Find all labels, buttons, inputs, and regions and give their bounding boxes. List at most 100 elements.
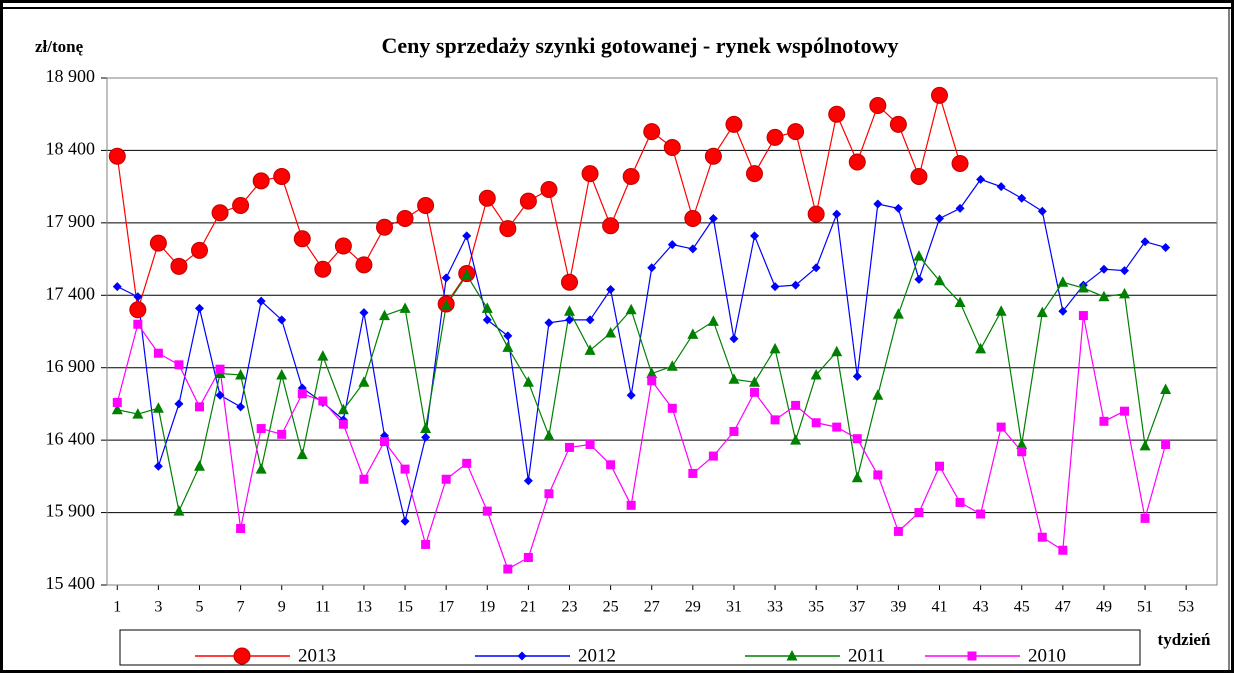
- marker: [195, 303, 204, 313]
- marker: [1058, 545, 1068, 555]
- marker: [256, 296, 266, 306]
- legend-label: 2012: [578, 645, 616, 666]
- marker: [770, 282, 780, 292]
- legend-label: 2013: [298, 645, 336, 666]
- marker: [873, 199, 883, 209]
- marker: [851, 471, 863, 483]
- x-tick-label: 21: [520, 599, 536, 616]
- marker: [277, 315, 287, 325]
- marker: [461, 269, 473, 280]
- marker: [750, 231, 759, 241]
- marker: [478, 189, 496, 207]
- marker: [174, 360, 184, 370]
- marker: [379, 309, 390, 321]
- x-tick-label: 35: [808, 599, 824, 616]
- x-tick-label: 29: [685, 599, 701, 616]
- marker: [667, 403, 677, 413]
- marker: [153, 348, 163, 358]
- x-tick-label: 11: [315, 599, 330, 616]
- marker: [584, 344, 596, 355]
- marker: [581, 165, 599, 183]
- marker: [976, 509, 986, 519]
- marker: [666, 360, 678, 371]
- marker: [1058, 306, 1068, 316]
- marker: [297, 389, 307, 399]
- x-tick-label: 41: [932, 599, 948, 616]
- marker: [913, 250, 925, 261]
- marker: [667, 240, 677, 250]
- marker: [355, 256, 373, 274]
- marker: [255, 463, 267, 474]
- marker: [565, 315, 574, 325]
- legend-marker: [517, 651, 527, 661]
- marker: [749, 376, 760, 387]
- marker: [1057, 276, 1069, 287]
- marker: [400, 464, 410, 474]
- marker: [585, 439, 595, 449]
- marker: [1077, 282, 1089, 293]
- marker: [1139, 439, 1151, 451]
- marker: [112, 397, 122, 407]
- marker: [174, 399, 184, 409]
- marker: [729, 334, 739, 344]
- marker: [602, 217, 620, 235]
- marker: [149, 234, 167, 252]
- x-tick-label: 33: [767, 599, 783, 616]
- marker: [236, 402, 246, 412]
- marker: [396, 210, 414, 228]
- series-line: [117, 178, 1166, 522]
- marker: [441, 474, 451, 484]
- marker: [540, 181, 558, 199]
- marker: [376, 218, 393, 236]
- x-tick-label: 1: [113, 599, 121, 616]
- marker: [725, 115, 743, 133]
- series-line: [117, 254, 1167, 514]
- marker: [544, 489, 554, 499]
- marker: [872, 389, 884, 400]
- marker: [317, 350, 329, 361]
- marker: [1017, 447, 1027, 457]
- marker: [626, 390, 636, 400]
- marker: [421, 539, 431, 549]
- marker: [462, 458, 472, 468]
- marker: [503, 564, 513, 574]
- marker: [1037, 206, 1047, 216]
- marker: [1120, 406, 1129, 416]
- marker: [482, 315, 492, 325]
- x-tick-label: 31: [726, 599, 742, 616]
- marker: [787, 123, 805, 141]
- legend-marker: [786, 650, 798, 661]
- marker: [831, 345, 843, 357]
- marker: [832, 209, 842, 219]
- marker: [129, 301, 147, 319]
- marker: [215, 390, 225, 400]
- x-tick-label: 15: [397, 599, 413, 616]
- marker: [1160, 383, 1172, 394]
- marker: [746, 165, 763, 183]
- marker: [951, 154, 969, 172]
- x-tick-label: 7: [237, 599, 245, 616]
- x-tick-label: 51: [1137, 599, 1153, 616]
- marker: [729, 426, 739, 436]
- x-tick-label: 39: [890, 599, 906, 616]
- marker: [1017, 193, 1027, 203]
- marker: [914, 508, 924, 518]
- marker: [852, 371, 862, 381]
- x-tick-label: 5: [196, 599, 204, 616]
- marker: [708, 451, 718, 461]
- marker: [869, 97, 887, 115]
- marker: [1099, 264, 1109, 274]
- marker: [481, 302, 493, 313]
- marker: [1161, 242, 1171, 252]
- marker: [585, 315, 595, 325]
- x-tick-label: 49: [1096, 599, 1112, 616]
- marker: [995, 305, 1007, 316]
- marker: [910, 168, 928, 186]
- marker: [791, 400, 801, 410]
- marker: [728, 373, 740, 384]
- marker: [519, 192, 537, 210]
- marker: [1099, 416, 1109, 426]
- marker: [976, 174, 986, 184]
- marker: [236, 524, 246, 534]
